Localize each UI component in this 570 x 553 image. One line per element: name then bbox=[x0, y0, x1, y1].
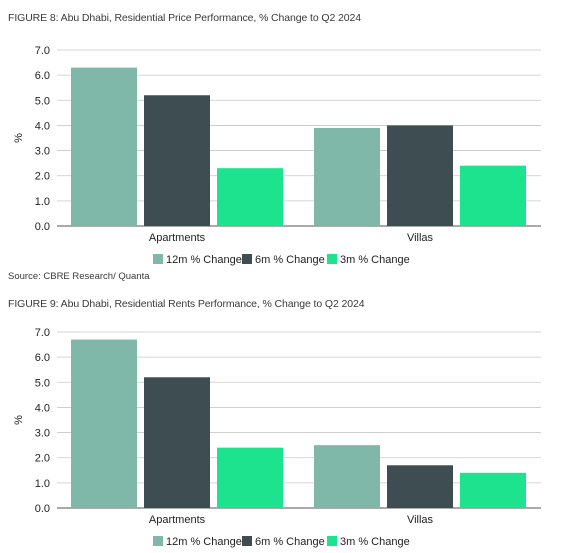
y-tick-label: 2.0 bbox=[35, 171, 50, 183]
legend-swatch bbox=[242, 536, 252, 546]
figure-8-source: Source: CBRE Research/ Quanta bbox=[8, 271, 150, 282]
legend-swatch bbox=[327, 254, 337, 264]
y-tick-label: 3.0 bbox=[35, 146, 50, 158]
bar bbox=[314, 127, 380, 226]
y-tick-label: 0.0 bbox=[35, 503, 50, 515]
y-tick-label: 1.0 bbox=[35, 196, 50, 208]
legend-label: 3m % Change bbox=[340, 536, 410, 548]
y-tick-label: 6.0 bbox=[35, 352, 50, 364]
category-label: Apartments bbox=[149, 514, 206, 526]
y-tick-label: 5.0 bbox=[35, 377, 50, 389]
bar bbox=[460, 165, 526, 226]
y-tick-label: 6.0 bbox=[35, 70, 50, 82]
legend-label: 12m % Change bbox=[166, 536, 242, 548]
y-tick-label: 5.0 bbox=[35, 95, 50, 107]
bar bbox=[217, 447, 283, 508]
category-label: Apartments bbox=[149, 232, 206, 244]
legend-label: 12m % Change bbox=[166, 254, 242, 266]
y-tick-label: 2.0 bbox=[35, 453, 50, 465]
legend-swatch bbox=[153, 536, 163, 546]
y-tick-label: 1.0 bbox=[35, 478, 50, 490]
legend-label: 3m % Change bbox=[340, 254, 410, 266]
category-label: Villas bbox=[407, 232, 434, 244]
y-tick-label: 4.0 bbox=[35, 402, 50, 414]
y-tick-label: 3.0 bbox=[35, 428, 50, 440]
legend-label: 6m % Change bbox=[255, 254, 325, 266]
bar bbox=[71, 67, 137, 226]
bar bbox=[217, 168, 283, 226]
bar bbox=[144, 95, 210, 226]
y-axis-label: % bbox=[13, 415, 25, 425]
bar bbox=[387, 125, 453, 226]
figure-8-chart: 0.0 1.0 2.0 3.0 4.0 5.0 6.0 7.0% Apartments Villa… bbox=[13, 45, 541, 266]
y-tick-label: 7.0 bbox=[35, 327, 50, 339]
figure-8-title: FIGURE 8: Abu Dhabi, Residential Price P… bbox=[8, 12, 362, 24]
y-tick-label: 7.0 bbox=[35, 45, 50, 57]
category-label: Villas bbox=[407, 514, 434, 526]
bar bbox=[314, 445, 380, 508]
figure-9-title: FIGURE 9: Abu Dhabi, Residential Rents P… bbox=[8, 298, 365, 310]
legend-swatch bbox=[242, 254, 252, 264]
legend-swatch bbox=[327, 536, 337, 546]
bar bbox=[144, 377, 210, 508]
bar bbox=[71, 339, 137, 508]
bar bbox=[387, 465, 453, 508]
y-tick-label: 4.0 bbox=[35, 120, 50, 132]
y-tick-label: 0.0 bbox=[35, 221, 50, 233]
y-axis-label: % bbox=[13, 133, 25, 143]
legend-label: 6m % Change bbox=[255, 536, 325, 548]
bar bbox=[460, 472, 526, 508]
legend-swatch bbox=[153, 254, 163, 264]
